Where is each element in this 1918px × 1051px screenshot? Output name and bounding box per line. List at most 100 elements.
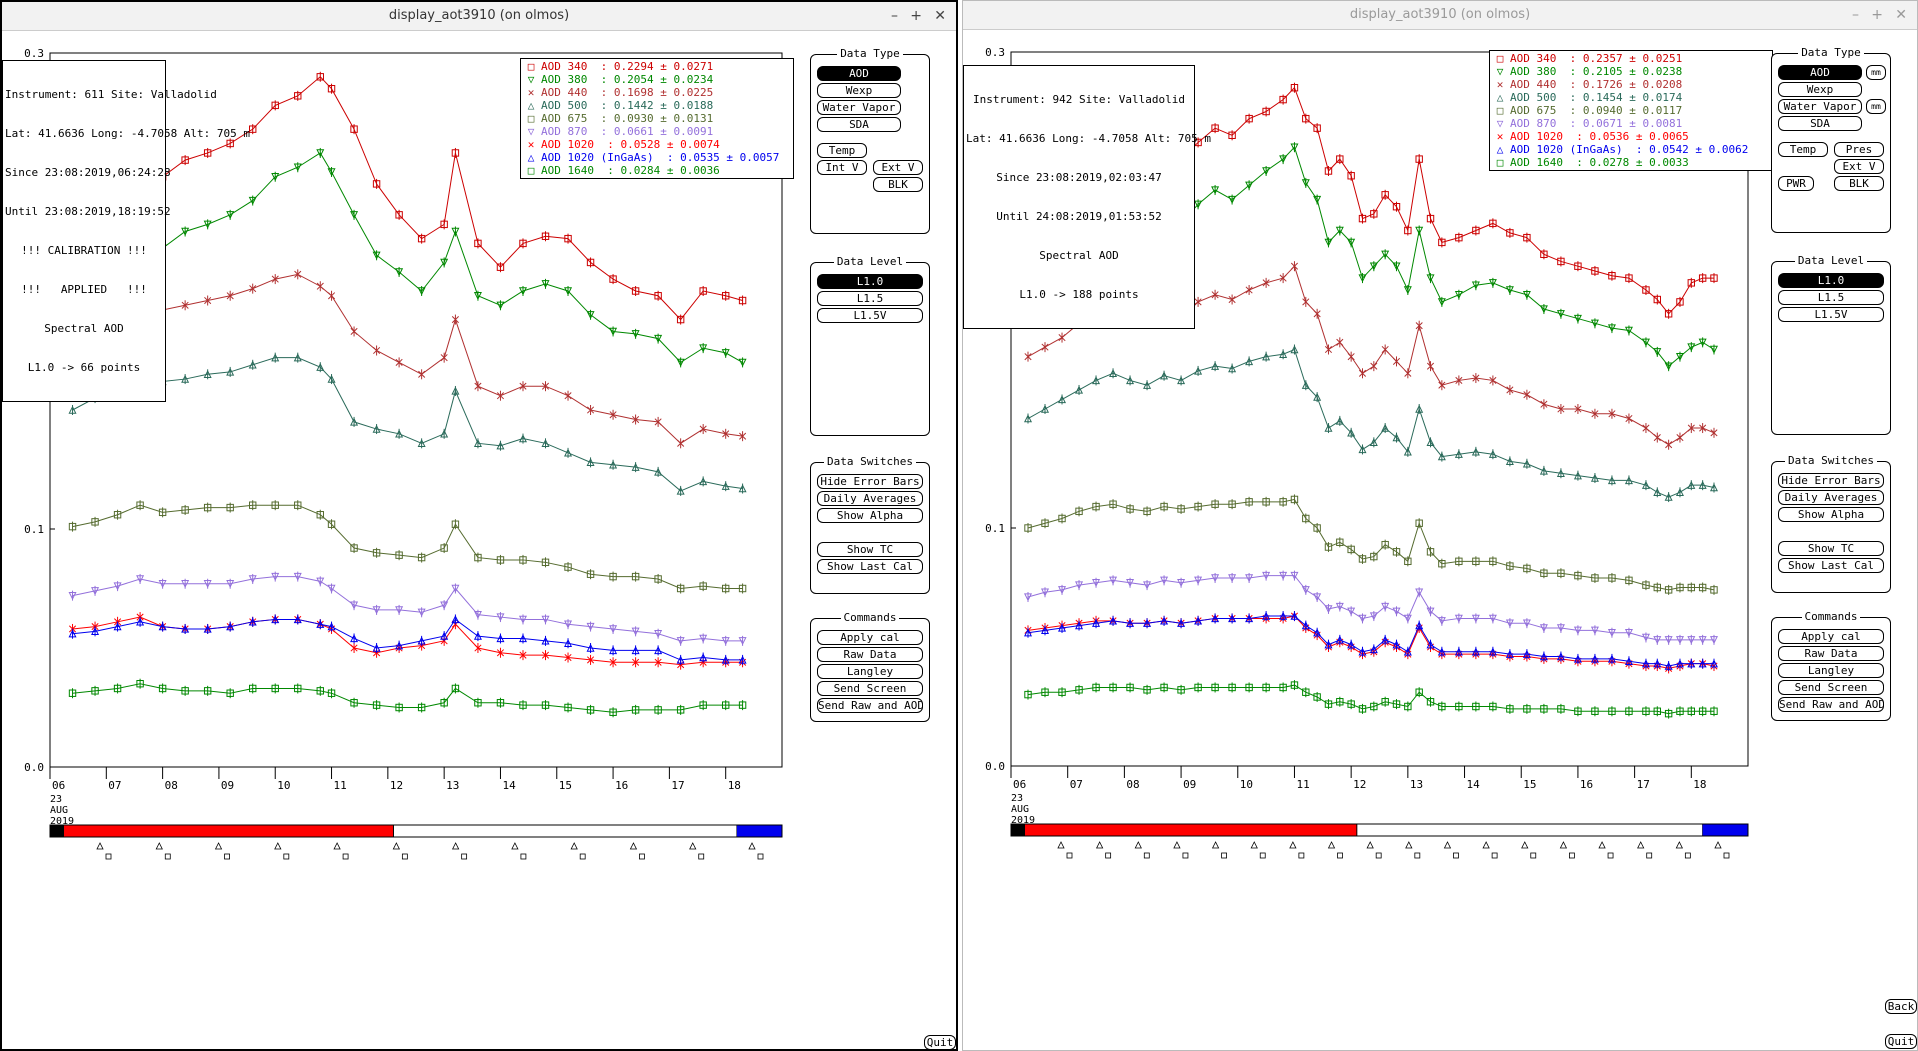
langley-button[interactable]: Langley [817,664,923,679]
daily-averages-button[interactable]: Daily Averages [817,491,923,506]
sda-button[interactable]: SDA [1778,116,1862,131]
data-point [1245,574,1254,583]
data-point [699,425,707,433]
int-v-button[interactable]: Int V [817,160,867,175]
raw-data-button[interactable]: Raw Data [1778,646,1884,661]
daily-averages-button[interactable]: Daily Averages [1778,490,1884,505]
aod-button[interactable]: AOD [1778,65,1862,80]
level-l15-button[interactable]: L1.5 [817,291,923,306]
series-aod-1020 [68,612,747,670]
data-point [1557,257,1565,266]
data-point [1556,468,1565,477]
level-l15v-button[interactable]: L1.5V [1778,307,1884,322]
data-point [1505,286,1514,295]
close-icon[interactable]: ✕ [1895,7,1907,23]
quit-button[interactable]: Quit [1885,1034,1917,1049]
data-point [1539,624,1548,633]
send-raw-and-aod-button[interactable]: Send Raw and AOD [1778,697,1884,712]
show-last-cal-button[interactable]: Show Last Cal [1778,558,1884,573]
window-title: display_aot3910 (on olmos) [388,8,570,23]
wexp-button[interactable]: Wexp [1778,82,1862,97]
level-l15-button[interactable]: L1.5 [1778,290,1884,305]
maximize-icon[interactable]: + [1871,7,1883,23]
data-point [541,382,550,390]
legend-marker-icon: △ [1496,143,1504,156]
data-point [226,580,235,589]
x-tick-label: 07 [108,779,121,792]
minimize-icon[interactable]: – [1852,7,1859,23]
raw-data-button[interactable]: Raw Data [817,647,923,662]
close-icon[interactable]: ✕ [934,8,946,24]
mm-button[interactable]: mm [1866,65,1886,80]
quit-button[interactable]: Quit [924,1035,956,1050]
water-vapor-button[interactable]: Water Vapor [817,100,901,115]
hide-error-bars-button[interactable]: Hide Error Bars [817,474,923,489]
water-vapor-button[interactable]: Water Vapor [1778,99,1862,114]
aod-button[interactable]: AOD [817,66,901,81]
data-point [316,149,325,158]
pres-button[interactable]: Pres [1834,142,1884,157]
data-point [677,439,685,447]
blk-button[interactable]: BLK [1834,176,1884,191]
data-point [541,280,550,289]
level-l15v-button[interactable]: L1.5V [817,308,923,323]
data-point [1358,614,1367,623]
send-raw-and-aod-button[interactable]: Send Raw and AOD [817,698,923,713]
data-point [473,610,482,619]
data-point [316,577,325,586]
pwr-button[interactable]: PWR [1778,176,1814,191]
series-line [1027,498,1715,591]
temp-button[interactable]: Temp [817,143,867,158]
ext-v-button[interactable]: Ext V [873,160,923,175]
back-button[interactable]: Back [1885,999,1917,1014]
data-point [541,651,550,659]
show-tc-button[interactable]: Show TC [1778,541,1884,556]
show-alpha-button[interactable]: Show Alpha [1778,507,1884,522]
sda-button[interactable]: SDA [817,117,901,132]
data-point [1665,441,1673,449]
data-point [1437,617,1446,626]
show-alpha-button[interactable]: Show Alpha [817,508,923,523]
mm-button[interactable]: mm [1866,99,1886,114]
show-last-cal-button[interactable]: Show Last Cal [817,559,923,574]
level-l10-button[interactable]: L1.0 [817,274,923,289]
apply-cal-button[interactable]: Apply cal [1778,629,1884,644]
maximize-icon[interactable]: + [910,8,922,24]
data-point [1324,345,1333,354]
data-point [226,292,234,300]
window-titlebar[interactable]: display_aot3910 (on olmos) – + ✕ [2,2,956,31]
data-point [654,418,662,426]
wexp-button[interactable]: Wexp [817,83,901,98]
data-point [609,646,618,655]
data-point [1290,611,1299,620]
data-point [1194,366,1203,375]
langley-button[interactable]: Langley [1778,663,1884,678]
minimize-icon[interactable]: – [891,8,898,24]
data-point [327,520,336,528]
data-point [1641,338,1650,347]
apply-cal-button[interactable]: Apply cal [817,630,923,645]
legend-label: AOD 675 : 0.0930 ± 0.0131 [541,112,714,125]
ext-v-button[interactable]: Ext V [1834,159,1884,174]
event-marker-icon [1482,841,1490,849]
legend-marker-icon: ✕ [527,138,535,151]
window-titlebar[interactable]: display_aot3910 (on olmos) – + ✕ [963,1,1917,30]
temp-button[interactable]: Temp [1778,142,1828,157]
level-l10-button[interactable]: L1.0 [1778,273,1884,288]
show-tc-button[interactable]: Show TC [817,542,923,557]
data-point [451,227,460,236]
send-screen-button[interactable]: Send Screen [817,681,923,696]
data-point [699,582,707,590]
x-tick-label: 07 [1070,778,1083,791]
event-marker-icon [164,853,171,860]
data-point [1245,683,1253,692]
blk-button[interactable]: BLK [873,177,923,192]
data-point [1160,502,1168,511]
data-point [1313,524,1321,532]
hide-error-bars-button[interactable]: Hide Error Bars [1778,473,1884,488]
data-point [1245,286,1253,294]
data-point [1698,636,1707,645]
x-tick-label: 14 [1467,778,1481,791]
send-screen-button[interactable]: Send Screen [1778,680,1884,695]
data-point [350,634,359,643]
